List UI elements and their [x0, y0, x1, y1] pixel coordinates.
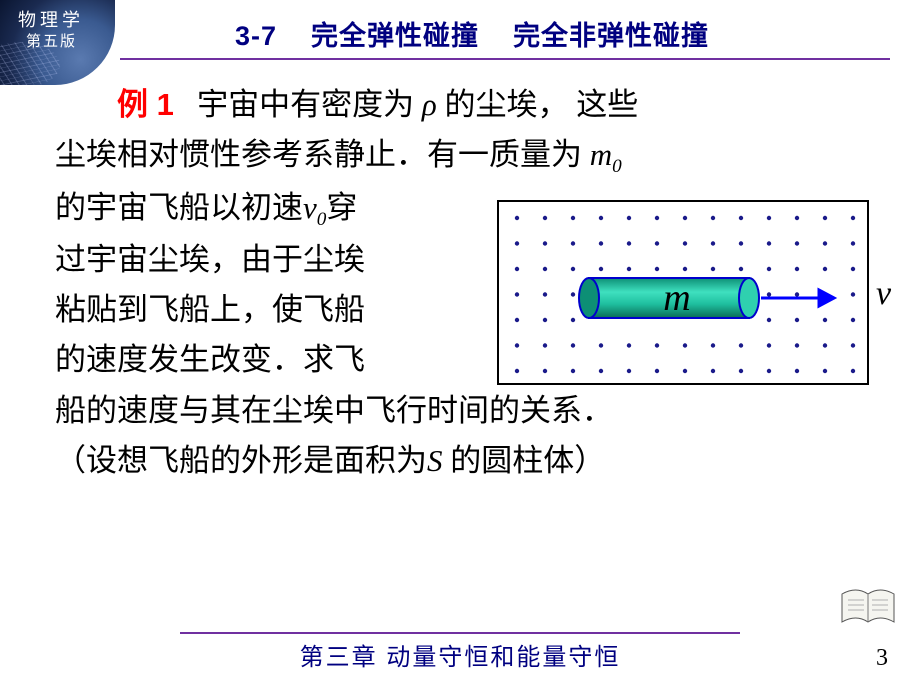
text-seg: 过宇宙尘埃，由于尘埃 [55, 242, 365, 277]
sub0: 0 [317, 209, 327, 230]
text-seg: 尘埃相对惯性参考系静止．有一质量为 [55, 137, 582, 172]
title-part1: 完全弹性碰撞 [311, 21, 479, 51]
example-label: 例 1 [117, 87, 174, 122]
header-divider [120, 58, 890, 60]
footer-chapter: 第三章 动量守恒和能量守恒 [0, 637, 920, 672]
text-seg: 穿 [326, 190, 357, 225]
text-seg: 的尘埃， 这些 [445, 87, 639, 122]
title-part2: 完全非弹性碰撞 [513, 21, 709, 51]
text-seg: 的速度发生改变．求飞 [55, 342, 365, 377]
logo-subtitle: 第五版 [26, 30, 77, 51]
logo-title: 物理学 [18, 6, 84, 32]
header-logo: 物理学 第五版 [0, 0, 115, 85]
v-label: v [876, 275, 891, 313]
chapter-title: 3-7 完全弹性碰撞 完全非弹性碰撞 [235, 14, 709, 53]
text-seg: （设想飞船的外形是面积为 [55, 443, 427, 478]
diagram-svg: m [499, 202, 871, 387]
page-number: 3 [876, 645, 888, 672]
m: m [590, 137, 612, 172]
m-label: m [663, 277, 690, 319]
v: v [303, 190, 317, 225]
book-icon [838, 584, 898, 628]
section-number: 3-7 [235, 21, 277, 51]
text-seg: 粘贴到飞船上，使飞船 [55, 292, 365, 327]
text-seg: 的圆柱体） [443, 443, 606, 478]
footer-divider [180, 632, 740, 634]
symbol-v0: v0 [303, 190, 326, 225]
sub0: 0 [612, 156, 622, 177]
symbol-m0: m0 [590, 137, 622, 172]
text-seg: 宇宙中有密度为 [197, 87, 414, 122]
text-seg: 的宇宙飞船以初速 [55, 190, 303, 225]
text-seg: 船的速度与其在尘埃中飞行时间的关系． [55, 386, 870, 436]
symbol-rho: ρ [422, 87, 437, 122]
symbol-S: S [427, 443, 443, 478]
diagram: m [497, 200, 869, 385]
